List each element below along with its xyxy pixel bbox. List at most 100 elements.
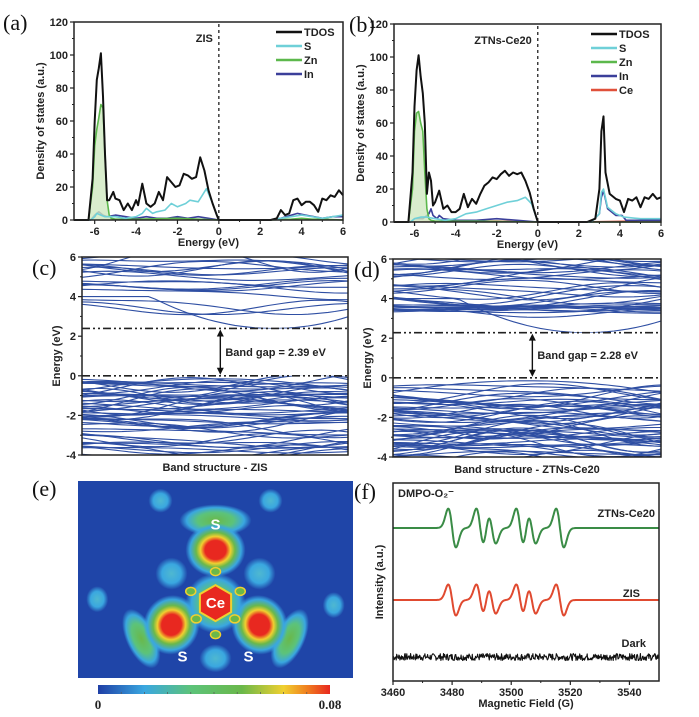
panel-c: Band gap = 2.39 eV -4 -2 0 2 4 6 Energy (eV) Ban…: [32, 252, 349, 474]
conduction-band: [393, 302, 661, 309]
x-tick-label: -4: [131, 226, 142, 238]
valence-band: [82, 444, 348, 455]
conduction-band: [82, 263, 348, 270]
valence-band: [82, 387, 348, 405]
y-tick-label: 20: [56, 182, 68, 194]
valence-band: [82, 394, 348, 399]
x-tick-label: -6: [90, 226, 100, 238]
y-tick-label: 0: [381, 373, 387, 385]
legend-label-in: In: [304, 69, 314, 81]
conduction-band: [82, 257, 348, 273]
x-tick-label: -2: [492, 228, 502, 240]
arrowhead-up: [216, 329, 224, 337]
valence-band: [393, 438, 661, 446]
gap-region: [82, 328, 348, 376]
charge-density-map: [78, 481, 353, 678]
series-fill-zn: [394, 111, 661, 222]
valence-band: [393, 427, 661, 453]
y-tick-label: 2: [381, 333, 387, 345]
x-tick-label: 3480: [440, 687, 464, 699]
valence-band: [393, 405, 661, 419]
conduction-band: [393, 282, 661, 300]
valence-band: [453, 451, 545, 457]
conduction-band: [82, 270, 348, 281]
valence-band: [82, 388, 348, 413]
panel-d: Band gap = 2.28 eV -4 -2 0 2 4 6 Energy (eV) Ban…: [354, 254, 662, 476]
x-tick-label: -6: [410, 228, 420, 240]
legend-label-zn: Zn: [619, 57, 633, 69]
sulfur-density: [143, 595, 200, 655]
x-tick-label: 3460: [381, 687, 405, 699]
conduction-band: [82, 264, 348, 276]
valence-band: [393, 423, 661, 447]
conduction-band: [393, 277, 661, 301]
x-tick-label: 4: [299, 226, 306, 238]
colorbar-max-label: 0.08: [319, 697, 342, 712]
conduction-band: [393, 304, 661, 312]
valence-band: [393, 392, 661, 412]
spin-adduct-label: DMPO-O₂⁻: [398, 488, 454, 500]
valence-band: [82, 382, 348, 388]
density-lobe: [199, 644, 232, 673]
y-tick-label: 80: [376, 85, 388, 97]
x-tick-label: -2: [173, 226, 183, 238]
y-tick-label: 100: [50, 50, 68, 62]
valence-band: [82, 398, 348, 408]
y-tick-label: -4: [377, 452, 388, 464]
y-tick-label: 0: [70, 371, 76, 383]
valence-band: [393, 412, 661, 427]
density-lobe: [148, 488, 173, 513]
valence-band: [82, 380, 348, 395]
y-tick-label: 40: [376, 151, 388, 163]
series-line-tdos: [394, 54, 662, 223]
valence-band: [82, 381, 348, 388]
x-tick-label: 3520: [558, 687, 582, 699]
valence-band: [393, 414, 661, 438]
valence-band: [393, 385, 661, 398]
conduction-band: [82, 280, 348, 291]
valence-band: [82, 410, 348, 433]
conduction-band: [599, 259, 661, 267]
conduction-band: [393, 307, 661, 314]
valence-band: [82, 429, 348, 445]
satellite-lobe: [229, 614, 241, 624]
conduction-band-minimum: [393, 298, 661, 334]
series-fill-zn: [74, 104, 343, 220]
x-tick-label: 6: [340, 226, 346, 238]
conduction-band: [82, 301, 348, 316]
ce-core: [198, 583, 233, 623]
valence-band: [393, 384, 661, 392]
density-lobe: [322, 592, 345, 619]
valence-band-maximum: [393, 380, 661, 394]
y-tick-label: 40: [56, 149, 68, 161]
density-lobe: [155, 557, 188, 590]
sample-annotation: ZIS: [196, 33, 213, 45]
y-axis-label: Energy (eV): [362, 327, 374, 388]
valence-band: [393, 439, 661, 448]
atom-label-s: S: [210, 516, 220, 533]
valence-band: [393, 404, 661, 415]
y-tick-label: 0: [382, 217, 388, 229]
y-axis-label: Energy (eV): [51, 325, 63, 386]
panel-label-b: (b): [349, 12, 375, 37]
valence-band: [82, 411, 348, 429]
valence-band: [82, 412, 348, 422]
plot-frame: [392, 482, 660, 682]
legend-label-ce: Ce: [619, 85, 633, 97]
y-tick-label: -4: [66, 450, 77, 462]
y-tick-label: -2: [377, 412, 387, 424]
panel-title: Band structure - ZTNs-Ce20: [454, 464, 599, 476]
x-tick-label: 3500: [499, 687, 523, 699]
conduction-band: [393, 306, 661, 318]
series-line-ztns-ce20: [392, 507, 660, 549]
atom-label-ce: Ce: [206, 595, 225, 612]
conduction-band: [82, 299, 348, 316]
conduction-band: [393, 266, 661, 279]
colorbar: [98, 685, 330, 694]
panel-title: Band structure - ZIS: [162, 462, 267, 474]
satellite-lobe: [209, 629, 222, 640]
x-tick-label: 2: [576, 228, 582, 240]
legend-label-s: S: [304, 41, 311, 53]
sulfur-density: [185, 522, 246, 577]
